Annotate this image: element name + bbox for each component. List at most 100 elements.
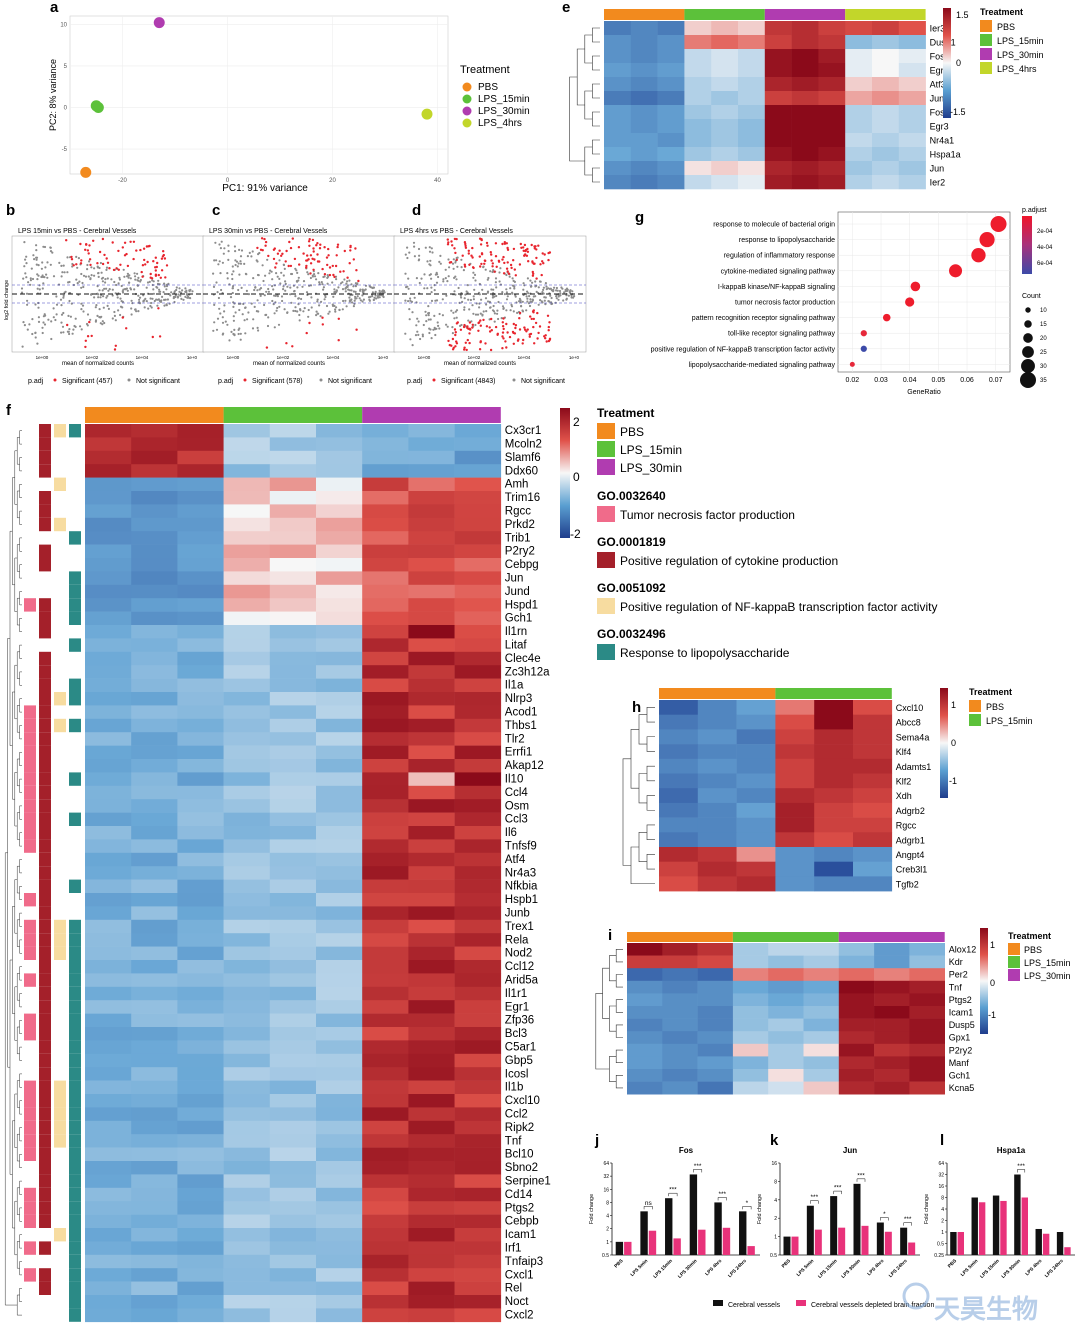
- heat-cell: [408, 1027, 455, 1041]
- heat-cell: [223, 1174, 271, 1189]
- panel-i-legend-pbs: PBS: [1024, 945, 1042, 955]
- gene-label: Ripk2: [505, 1122, 534, 1134]
- ma-point-nonsig: [345, 285, 348, 289]
- ma-point-nonsig: [284, 282, 287, 285]
- legend-swatch-lps15: [462, 94, 472, 104]
- heat-cell: [454, 625, 502, 639]
- ma-point-nonsig: [505, 298, 509, 301]
- ma-point-nonsig: [374, 290, 377, 293]
- ma-point-nonsig: [164, 298, 167, 301]
- ma-point-nonsig: [526, 300, 529, 303]
- ma-point-sig: [467, 249, 470, 252]
- heat-cell: [736, 788, 776, 804]
- heat-cell: [223, 424, 271, 438]
- gene-label: Tlr2: [505, 733, 525, 745]
- heat-cell: [408, 1295, 455, 1309]
- heat-cell: [316, 598, 363, 612]
- heat-cell: [223, 1027, 271, 1041]
- ma-point-nonsig: [302, 310, 305, 313]
- heat-cell: [85, 517, 132, 532]
- ma-point-nonsig: [94, 306, 97, 309]
- ma-point-sig: [306, 254, 309, 257]
- ma-point-nonsig: [181, 289, 184, 292]
- panel-g-go-dotplot: response to molecule of bacterial origin…: [651, 207, 1053, 396]
- heat-cell: [362, 450, 409, 465]
- ma-point-nonsig: [221, 261, 224, 264]
- dendrogram-branch: [16, 865, 20, 894]
- heat-cell: [269, 1040, 317, 1055]
- heat-cell: [131, 1308, 178, 1323]
- pca-ytick: 5: [64, 64, 68, 70]
- ma-point-nonsig: [41, 331, 44, 335]
- dendrogram-branch: [646, 824, 655, 840]
- ma-d-nonsig: Not significant: [521, 378, 565, 385]
- ma-point-nonsig: [258, 288, 261, 291]
- heat-cell: [85, 893, 132, 907]
- heat-cell: [454, 705, 502, 720]
- heat-cell: [874, 1069, 910, 1082]
- ma-xtick: 1e+02: [277, 355, 290, 360]
- heat-cell: [711, 105, 739, 120]
- heat-cell: [223, 745, 271, 760]
- ma-point-nonsig: [542, 292, 545, 295]
- ma-point-nonsig: [489, 306, 492, 309]
- go-annotation-cell: [54, 946, 66, 960]
- ma-point-nonsig: [156, 304, 159, 307]
- heat-cell: [177, 1308, 224, 1323]
- go-annotation-cell: [69, 1067, 81, 1081]
- heat-cell: [177, 1027, 224, 1041]
- ma-point-nonsig: [341, 308, 344, 311]
- ma-point-nonsig: [37, 264, 40, 267]
- ma-point-sig: [272, 248, 276, 251]
- heat-cell: [408, 1268, 455, 1282]
- pca-xtick: 40: [434, 178, 441, 184]
- heat-cell: [803, 1081, 840, 1095]
- bar-chart-title: Jun: [843, 1146, 857, 1155]
- ma-point-sig: [543, 253, 546, 256]
- ma-point-nonsig: [250, 302, 253, 305]
- ma-point-sig: [523, 328, 527, 331]
- ma-point-nonsig: [493, 312, 496, 315]
- ma-point-nonsig: [223, 310, 226, 313]
- ma-c-padj: p.adj: [218, 378, 234, 385]
- ma-point-sig: [468, 321, 472, 324]
- panel-letters: a b c d e f g h i j k l: [6, 0, 944, 1149]
- heat-cell: [85, 1254, 132, 1269]
- gene-label: Errfi1: [505, 747, 532, 759]
- ma-point-nonsig: [506, 295, 509, 298]
- go-annotation-cell: [69, 1027, 81, 1041]
- heat-cell: [659, 817, 699, 833]
- bar-category-label: LPS 30min: [677, 1258, 699, 1280]
- ma-point-nonsig: [542, 288, 545, 291]
- heat-cell: [223, 544, 271, 559]
- gene-label: Klf2: [896, 777, 912, 787]
- ma-point-nonsig: [103, 287, 106, 290]
- heat-cell: [408, 638, 455, 653]
- heat-cell: [269, 759, 317, 773]
- ma-point-nonsig: [468, 308, 471, 311]
- ma-point-nonsig: [445, 294, 448, 297]
- ma-point-nonsig: [129, 288, 133, 291]
- ma-xtick: 1e+02: [468, 355, 481, 360]
- ma-point-nonsig: [267, 287, 270, 291]
- ma-point-nonsig: [76, 266, 79, 269]
- go-annotation-cell: [69, 1120, 81, 1135]
- count-legend-dot: [1022, 346, 1034, 358]
- ma-point-nonsig: [407, 300, 410, 303]
- ma-point-nonsig: [108, 288, 111, 291]
- heat-cell: [874, 1043, 910, 1057]
- ma-point-nonsig: [221, 321, 225, 324]
- heat-cell: [768, 1056, 804, 1070]
- ma-point-sig: [327, 247, 330, 251]
- heat-cell: [131, 933, 178, 947]
- heat-cell: [85, 531, 132, 545]
- heat-cell: [223, 1201, 271, 1215]
- gene-label: Atf4: [505, 854, 526, 866]
- gene-label: Gbp5: [505, 1055, 533, 1067]
- ma-point-sig: [79, 262, 83, 265]
- dendrogram-branch: [584, 34, 593, 64]
- gene-label: Noct: [505, 1296, 529, 1308]
- ma-point-nonsig: [320, 281, 323, 284]
- ma-point-nonsig: [409, 338, 412, 341]
- ma-point-nonsig: [247, 293, 250, 296]
